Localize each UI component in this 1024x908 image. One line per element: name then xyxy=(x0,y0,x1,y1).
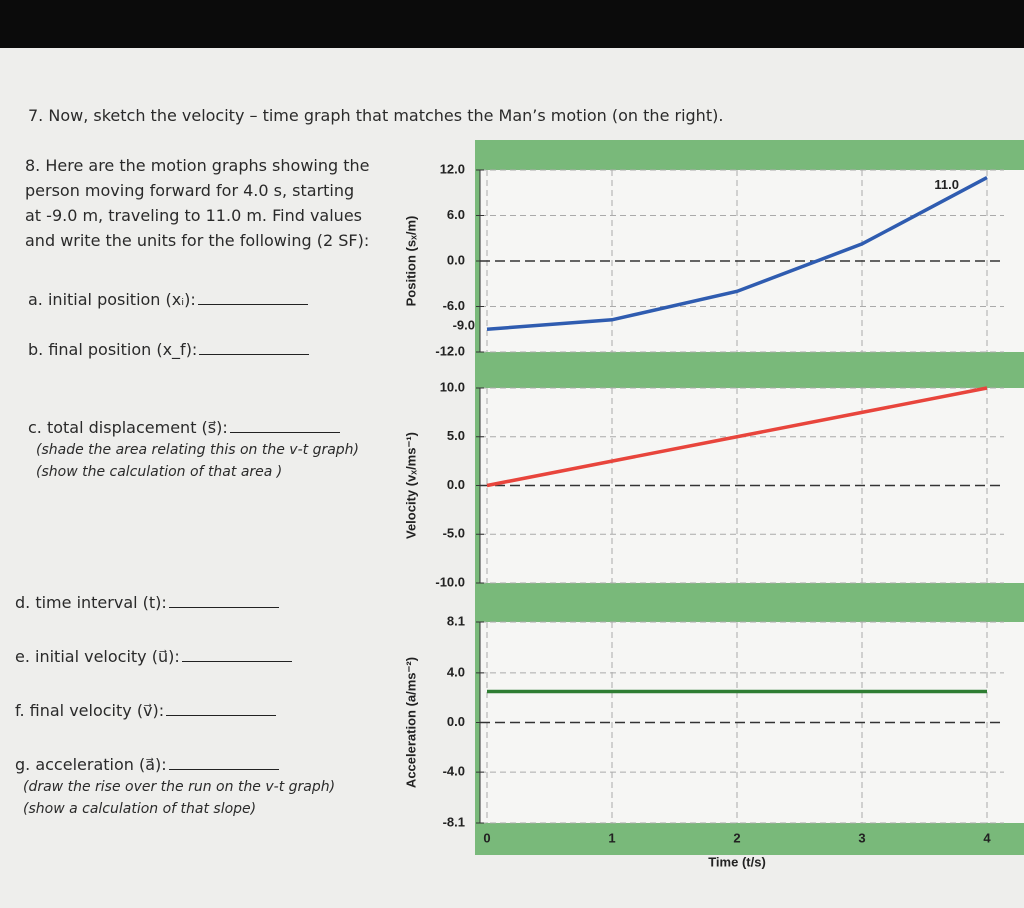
x-axis-title: Time (t/s) xyxy=(708,854,766,869)
y-axis-title: Acceleration (a/ms⁻²) xyxy=(403,657,418,788)
item-label: d. time interval (t): xyxy=(15,593,167,612)
y-tick-label: -8.1 xyxy=(443,814,465,829)
y-tick-label: 0.0 xyxy=(447,714,465,729)
y-tick-label: -4.0 xyxy=(443,764,465,779)
y-tick-label: -6.0 xyxy=(443,298,465,313)
question-item: e. initial velocity (u⃗): xyxy=(15,647,292,666)
y-tick-label: 6.0 xyxy=(447,207,465,222)
y-tick-label: 0.0 xyxy=(447,477,465,492)
question-item: d. time interval (t): xyxy=(15,593,279,612)
y-tick-label: 10.0 xyxy=(440,379,465,394)
y-tick-label: 12.0 xyxy=(440,161,465,176)
item-note: (show a calculation of that slope) xyxy=(23,801,257,817)
value-label: 11.0 xyxy=(934,177,959,192)
data-line xyxy=(486,176,988,331)
y-tick-label: -12.0 xyxy=(435,343,465,358)
answer-blank xyxy=(166,715,277,716)
y-tick-label: 8.1 xyxy=(447,613,465,628)
question-item: a. initial position (xᵢ): xyxy=(28,290,308,309)
answer-blank xyxy=(168,769,279,770)
y-tick-label: -10.0 xyxy=(435,574,465,589)
question-8: 8. Here are the motion graphs showing th… xyxy=(25,156,370,250)
answer-blank xyxy=(229,432,340,433)
x-tick-label: 2 xyxy=(733,830,740,845)
item-label: c. total displacement (s⃗): xyxy=(28,418,228,437)
question-item: c. total displacement (s⃗): xyxy=(28,418,340,437)
question-item: g. acceleration (a⃗): xyxy=(15,755,279,774)
item-label: e. initial velocity (u⃗): xyxy=(15,647,180,666)
y-axis-title: Velocity (vₓ/ms⁻¹) xyxy=(403,432,418,539)
answer-blank xyxy=(199,354,310,355)
x-tick-label: 1 xyxy=(608,830,615,845)
item-note: (draw the rise over the run on the v-t g… xyxy=(23,779,336,795)
y-tick-label: -5.0 xyxy=(443,526,465,541)
answer-blank xyxy=(197,304,308,305)
question-item: f. final velocity (v⃗): xyxy=(15,701,277,720)
question-item: b. final position (x_f): xyxy=(28,340,310,359)
y-tick-label: 0.0 xyxy=(447,252,465,267)
question-7: 7. Now, sketch the velocity – time graph… xyxy=(28,106,724,125)
data-line xyxy=(486,386,988,488)
x-tick-label: 3 xyxy=(858,830,865,845)
item-label: g. acceleration (a⃗): xyxy=(15,755,167,774)
x-tick-label: 4 xyxy=(983,830,991,845)
x-tick-label: 0 xyxy=(483,830,490,845)
item-label: b. final position (x_f): xyxy=(28,340,198,359)
item-note: (shade the area relating this on the v-t… xyxy=(36,442,360,458)
y-axis-title: Position (sₓ/m) xyxy=(403,216,418,307)
answer-blank xyxy=(168,607,279,608)
item-label: a. initial position (xᵢ): xyxy=(28,290,196,309)
y-tick-label: 4.0 xyxy=(447,664,465,679)
item-label: f. final velocity (v⃗): xyxy=(15,701,165,720)
value-label: -9.0 xyxy=(453,318,475,333)
y-tick-label: 5.0 xyxy=(447,428,465,443)
item-note: (show the calculation of that area ) xyxy=(36,464,283,480)
answer-blank xyxy=(181,661,292,662)
